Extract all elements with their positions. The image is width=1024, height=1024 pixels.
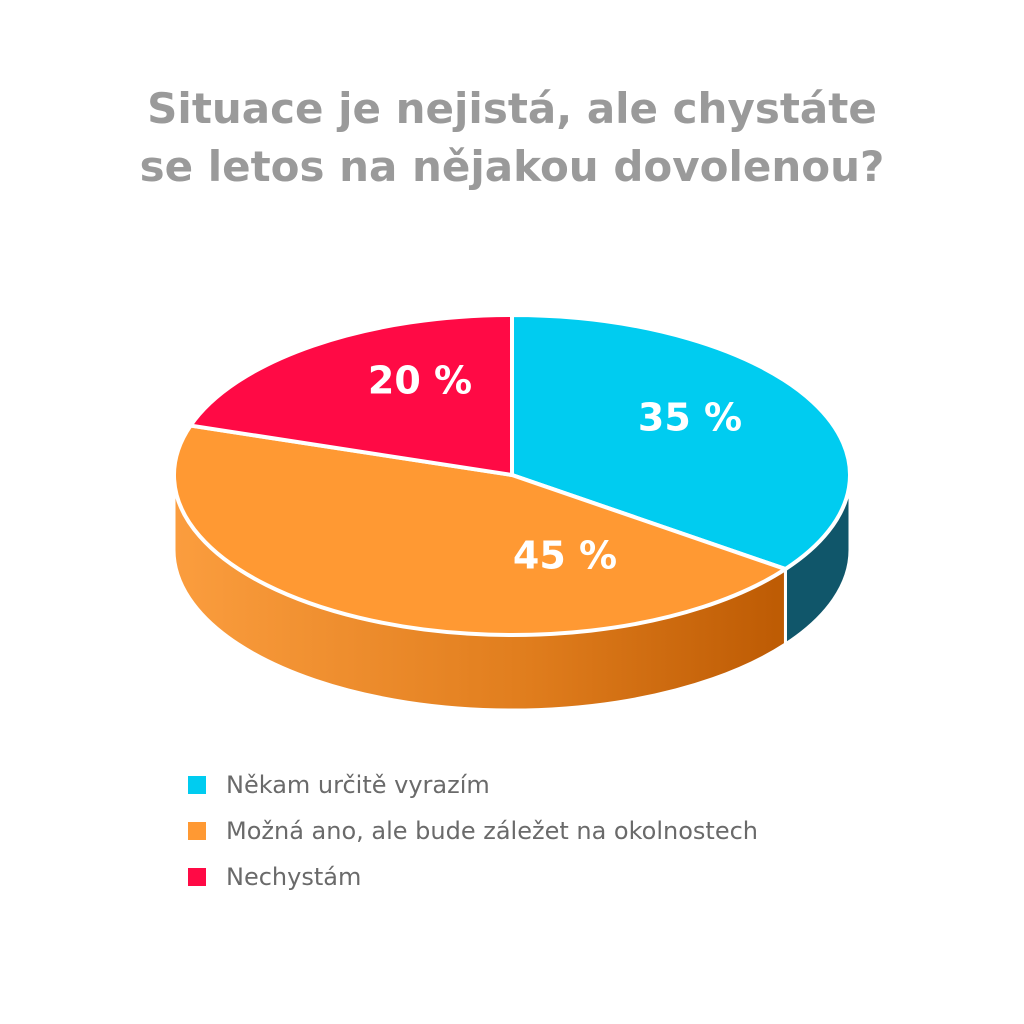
legend-swatch — [188, 822, 206, 840]
legend-item: Možná ano, ale bude záležet na okolnoste… — [188, 817, 758, 845]
chart-title: Situace je nejistá, ale chystáte se leto… — [0, 80, 1024, 196]
legend-item: Někam určitě vyrazím — [188, 771, 758, 799]
legend-swatch — [188, 776, 206, 794]
legend-swatch — [188, 868, 206, 886]
legend: Někam určitě vyrazím Možná ano, ale bude… — [188, 771, 758, 910]
chart-title-line-1: Situace je nejistá, ale chystáte — [147, 84, 877, 133]
pie-slice-mozna — [171, 423, 788, 638]
slice-label-mozna: 45 % — [513, 534, 617, 578]
legend-label: Možná ano, ale bude záležet na okolnoste… — [226, 817, 758, 845]
pie-slice-nekam — [510, 313, 853, 572]
legend-label: Nechystám — [226, 863, 362, 891]
chart-title-line-2: se letos na nějakou dovolenou? — [139, 142, 885, 191]
slice-label-nechystam: 20 % — [368, 359, 472, 403]
legend-label: Někam určitě vyrazím — [226, 771, 490, 799]
slice-label-nekam: 35 % — [638, 396, 742, 440]
legend-item: Nechystám — [188, 863, 758, 891]
pie-slice-nechystam — [188, 313, 514, 477]
